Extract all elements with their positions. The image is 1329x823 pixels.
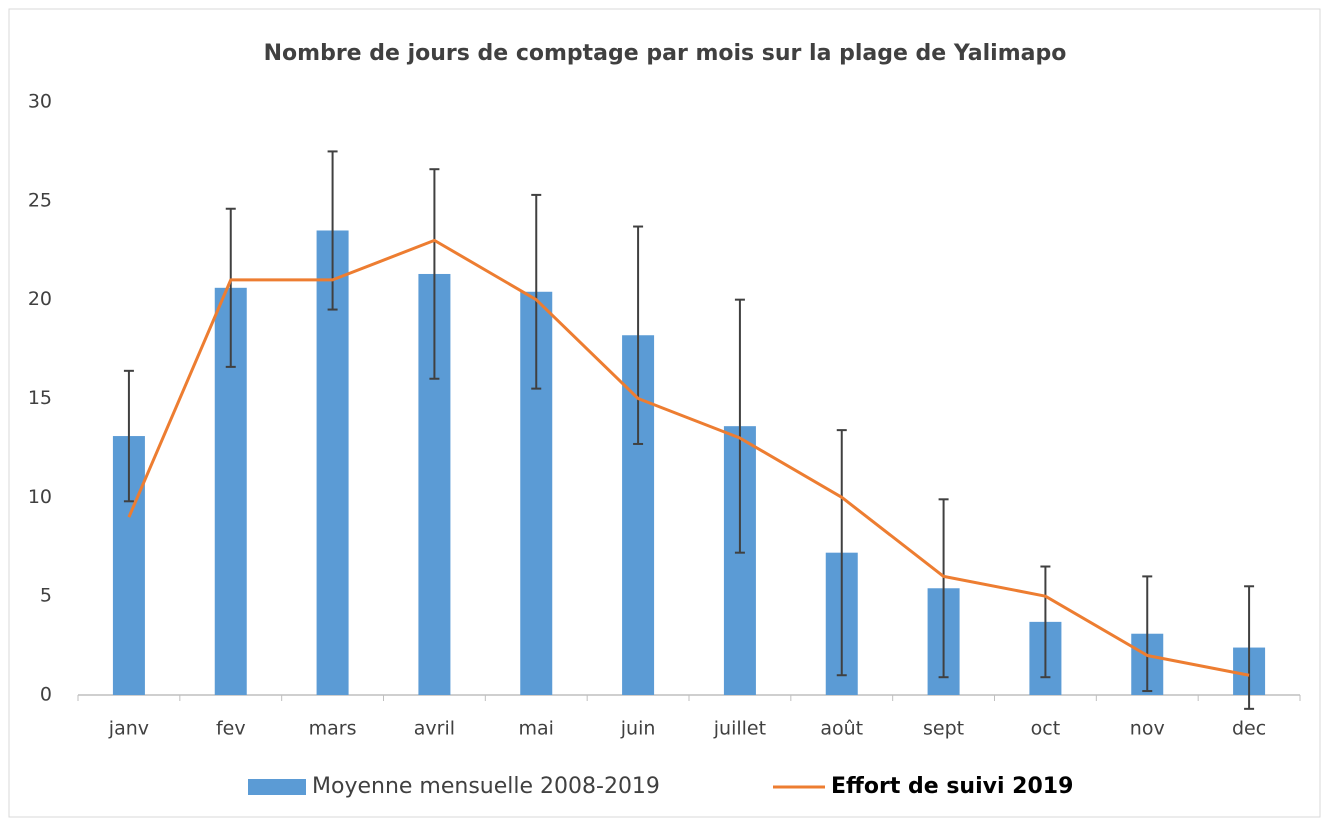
y-tick-label: 25 <box>28 189 52 211</box>
x-tick-label: oct <box>1031 718 1061 740</box>
error-bar <box>938 498 949 679</box>
error-bar <box>734 298 745 554</box>
error-bar <box>836 429 847 677</box>
error-bar <box>429 168 440 380</box>
error-bar <box>1244 585 1255 710</box>
y-tick-label: 15 <box>28 387 52 409</box>
legend-swatch <box>248 779 306 795</box>
x-tick-label: juillet <box>713 718 766 740</box>
x-tick-label: mai <box>519 718 554 740</box>
error-bar <box>531 193 542 390</box>
y-tick-label: 5 <box>40 585 52 607</box>
x-tick-label: avril <box>414 718 455 740</box>
x-tick-label: mars <box>309 718 357 740</box>
y-tick-label: 30 <box>28 91 52 113</box>
x-tick-label: janv <box>108 718 149 740</box>
error-bar <box>1040 565 1051 679</box>
x-tick-label: fev <box>216 718 246 740</box>
x-tick-label: juin <box>620 718 656 740</box>
error-bar <box>633 225 644 445</box>
error-bar <box>1142 575 1153 693</box>
y-tick-label: 20 <box>28 288 52 310</box>
error-bar <box>225 207 236 368</box>
error-bar <box>327 150 338 311</box>
y-tick-label: 0 <box>40 684 52 706</box>
x-tick-label: nov <box>1130 718 1165 740</box>
line <box>127 238 1250 677</box>
y-tick-label: 10 <box>28 486 52 508</box>
x-tick-label: dec <box>1232 718 1266 740</box>
chart-frame <box>8 8 1321 818</box>
x-tick-label: août <box>820 718 863 740</box>
chart-title: Nombre de jours de comptage par mois sur… <box>264 41 1067 66</box>
legend-label: Effort de suivi 2019 <box>831 774 1073 799</box>
error-bar <box>123 369 134 503</box>
x-tick-label: sept <box>923 718 964 740</box>
legend-label: Moyenne mensuelle 2008-2019 <box>312 774 660 799</box>
